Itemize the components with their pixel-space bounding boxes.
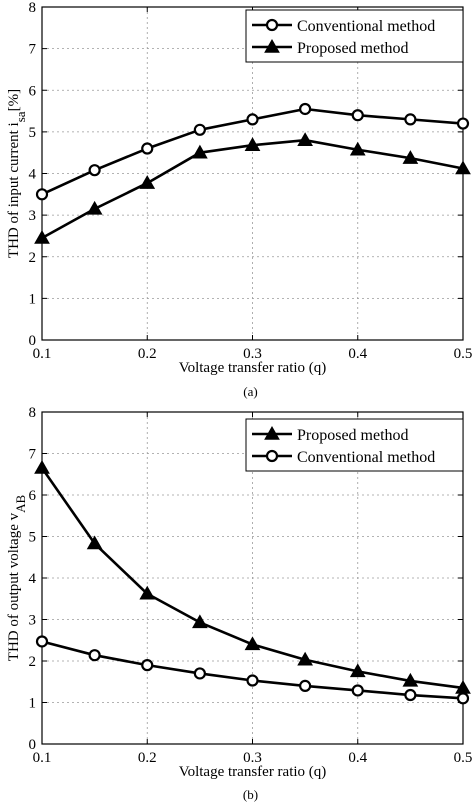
data-point-circle — [88, 649, 101, 662]
x-tick-label: 0.1 — [33, 346, 52, 362]
y-tick-label: 4 — [29, 571, 37, 587]
figure-caption: (a) — [243, 384, 257, 399]
x-tick-label: 0.1 — [33, 750, 52, 766]
data-point-triangle — [139, 175, 156, 189]
y-tick-label: 3 — [29, 613, 37, 629]
data-point-triangle — [86, 535, 103, 550]
y-tick-label: 8 — [29, 405, 37, 421]
legend-box — [245, 9, 464, 63]
x-tick-label: 0.4 — [348, 346, 367, 362]
data-point-triangle — [349, 141, 366, 156]
data-point-circle — [35, 188, 49, 201]
y-tick-label: 0 — [29, 737, 37, 753]
figure-caption: (b) — [243, 787, 258, 802]
x-tick-label: 0.5 — [454, 750, 473, 766]
y-axis-label-subscript: sa — [13, 111, 28, 122]
y-tick-label: 2 — [29, 250, 37, 266]
y-tick-label: 6 — [29, 83, 37, 99]
y-axis-label-subscript: AB — [13, 494, 28, 512]
chart-b: 0.1 0.2 0.3 0.4 0.5 0 1 2 3 4 5 6 7 8 Voltage transfer… — [6, 405, 472, 802]
data-point-triangle — [192, 614, 208, 629]
data-point-triangle — [455, 160, 471, 175]
data-point-triangle — [402, 150, 419, 164]
legend-marker-circle — [265, 18, 279, 32]
data-point-circle — [246, 674, 259, 687]
y-tick-label: 0 — [29, 333, 37, 349]
y-axis-label-unit: [%] — [6, 89, 22, 112]
legend-label: Conventional method — [297, 18, 435, 35]
legend-label: Conventional method — [297, 449, 435, 466]
legend-label: Proposed method — [297, 40, 409, 57]
y-tick-label: 5 — [29, 530, 37, 546]
data-point-circle — [141, 659, 154, 672]
legend-label: Proposed method — [297, 427, 409, 444]
y-tick-label: 1 — [29, 696, 37, 712]
data-point-triangle — [402, 672, 419, 687]
y-tick-label: 4 — [29, 167, 37, 183]
data-point-circle — [351, 684, 364, 697]
data-point-circle — [351, 109, 364, 122]
data-point-triangle — [192, 144, 208, 159]
x-axis-label: Voltage transfer ratio (q) — [179, 764, 327, 780]
data-point-triangle — [244, 636, 261, 651]
y-tick-label: 5 — [29, 125, 37, 141]
data-point-triangle — [349, 663, 366, 678]
chart-a: 0.1 0.2 0.3 0.4 0.5 0 1 2 3 4 5 6 7 8 Voltage transfer… — [6, 0, 472, 399]
data-point-triangle — [34, 460, 50, 474]
data-point-circle — [456, 117, 470, 130]
data-point-triangle — [244, 137, 261, 151]
data-point-circle — [88, 164, 101, 177]
y-tick-label: 3 — [29, 208, 37, 224]
data-point-circle — [404, 688, 417, 702]
x-tick-label: 0.5 — [454, 346, 473, 362]
legend-marker-triangle — [264, 425, 280, 440]
data-point-triangle — [139, 585, 156, 600]
data-point-triangle — [297, 651, 313, 666]
data-point-triangle — [297, 132, 313, 146]
x-tick-label: 0.2 — [138, 346, 157, 362]
data-point-circle — [299, 102, 312, 116]
data-point-circle — [35, 635, 49, 648]
y-tick-label: 2 — [29, 654, 37, 670]
data-point-triangle — [34, 230, 50, 244]
legend-marker-triangle — [264, 38, 280, 53]
y-tick-label: 8 — [29, 0, 37, 16]
data-point-circle — [456, 692, 470, 705]
y-axis-label-main: THD of output voltage v — [6, 512, 22, 661]
data-point-circle — [141, 142, 154, 155]
x-axis-label: Voltage transfer ratio (q) — [179, 360, 327, 376]
data-point-circle — [193, 667, 206, 680]
y-axis-label: THD of input current isa[%] — [6, 89, 28, 258]
data-point-triangle — [86, 200, 103, 215]
legend-box — [245, 418, 464, 472]
x-tick-label: 0.2 — [138, 750, 157, 766]
y-axis-label: THD of output voltage vAB — [6, 494, 28, 661]
y-tick-label: 6 — [29, 488, 37, 504]
y-tick-label: 7 — [29, 42, 37, 58]
y-axis-label-main: THD of input current i — [6, 122, 22, 258]
legend-marker-circle — [265, 449, 279, 463]
x-tick-label: 0.3 — [243, 750, 262, 766]
data-point-circle — [299, 679, 312, 693]
data-point-circle — [246, 113, 259, 126]
x-tick-label: 0.3 — [243, 346, 262, 362]
data-point-circle — [404, 113, 417, 126]
x-tick-label: 0.4 — [348, 750, 367, 766]
y-tick-label: 1 — [29, 291, 37, 307]
y-tick-label: 7 — [29, 447, 37, 463]
data-point-circle — [193, 123, 206, 136]
